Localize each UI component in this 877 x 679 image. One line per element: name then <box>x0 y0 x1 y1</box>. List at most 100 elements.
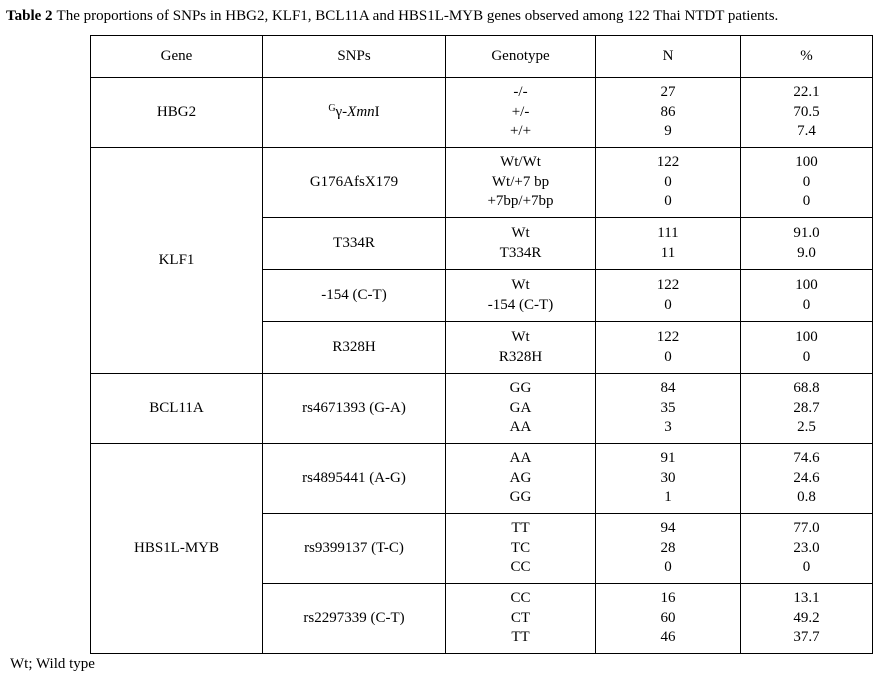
percent: 13.1 <box>793 590 820 607</box>
count: 11 <box>660 244 676 261</box>
snp-cell: T334R <box>262 217 446 270</box>
footnote: Wt; Wild type <box>10 656 95 672</box>
table: Gene SNPs Genotype N% HBG2 Gγ-XmnI -/- +/- +/+ 2… <box>90 35 873 654</box>
snp-cell: rs9399137 (T-C) <box>262 513 446 584</box>
percent: 100 <box>795 154 818 171</box>
snp-name-part: γ- <box>335 103 348 120</box>
genotype-cell: Wt T334R <box>445 217 596 270</box>
column-header: N <box>595 35 741 78</box>
genotype: Wt <box>511 329 530 345</box>
snp-name-part: I <box>374 103 380 120</box>
percent: 0.8 <box>797 489 816 506</box>
gene-cell: HBS1L-MYB <box>90 443 263 654</box>
count: 30 <box>660 469 676 486</box>
column-header: % <box>740 35 873 78</box>
genotype: GG <box>509 489 532 506</box>
percent: 100 <box>795 329 818 345</box>
percent-cell: 68.8 28.7 2.5 <box>740 373 873 444</box>
count: 27 <box>660 84 676 101</box>
percent: 0 <box>802 193 811 210</box>
count: 9 <box>664 123 672 140</box>
count-cell: 122 0 <box>595 321 741 374</box>
percent: 2.5 <box>797 419 816 436</box>
count-cell: 111 11 <box>595 217 741 270</box>
genotype-cell: Wt R328H <box>445 321 596 374</box>
percent: 37.7 <box>793 629 820 646</box>
count: 122 <box>656 329 680 345</box>
percent: 22.1 <box>793 84 820 101</box>
genotype: +/- <box>511 103 530 120</box>
caption-label: Table 2 <box>6 8 53 24</box>
gene-cell: BCL11A <box>90 373 263 444</box>
percent: 0 <box>802 173 811 190</box>
percent-cell: 74.6 24.6 0.8 <box>740 443 873 514</box>
count-cell: 84 35 3 <box>595 373 741 444</box>
percent: 7.4 <box>797 123 816 140</box>
percent: 49.2 <box>793 609 820 626</box>
count: 28 <box>660 539 676 556</box>
count: 84 <box>660 380 676 397</box>
percent-cell: 100 0 <box>740 321 873 374</box>
count-cell: 122 0 0 <box>595 147 741 218</box>
column-header: Genotype <box>445 35 596 78</box>
percent-cell: 77.0 23.0 0 <box>740 513 873 584</box>
snp-cell: Gγ-XmnI <box>262 77 446 148</box>
count-cell: 16 60 46 <box>595 583 741 654</box>
percent-cell: 100 0 <box>740 269 873 322</box>
gene-cell: HBG2 <box>90 77 263 148</box>
column-header: Gene <box>90 35 263 78</box>
caption: Table 2 The proportions of SNPs in HBG2, … <box>6 8 778 25</box>
count: 122 <box>656 277 680 293</box>
count-cell: 91 30 1 <box>595 443 741 514</box>
percent: 77.0 <box>793 520 820 537</box>
genotype: -/- <box>513 84 528 101</box>
genotype: T334R <box>499 244 542 261</box>
column-header: SNPs <box>262 35 446 78</box>
percent: 24.6 <box>793 469 820 486</box>
percent: 23.0 <box>793 539 820 556</box>
genotype: +7bp/+7bp <box>487 193 554 210</box>
row: rs2297339 (C-T) CC CT TT 16 60 46 13.1 49.2 37.7 <box>91 583 873 654</box>
genotype-cell: TT TC CC <box>445 513 596 584</box>
genotype: CC <box>510 590 531 607</box>
genotype-cell: Wt -154 (C-T) <box>445 269 596 322</box>
gene-cell: KLF1 <box>90 147 263 374</box>
table-body: HBG2 Gγ-XmnI -/- +/- +/+ 27 86 9 22.1 70.5 7.4 KLF1… <box>90 77 873 654</box>
percent: 70.5 <box>793 103 820 120</box>
genotype-cell: GG GA AA <box>445 373 596 444</box>
percent-cell: 100 0 0 <box>740 147 873 218</box>
row: -154 (C-T) Wt -154 (C-T) 122 0 100 0 <box>91 269 873 322</box>
genotype: +/+ <box>509 123 532 140</box>
genotype-cell: -/- +/- +/+ <box>445 77 596 148</box>
count: 16 <box>660 590 676 607</box>
percent-cell: 22.1 70.5 7.4 <box>740 77 873 148</box>
genotype: Wt/+7 bp <box>491 173 550 190</box>
genotype: CT <box>510 609 531 626</box>
snp-cell: G176AfsX179 <box>262 147 446 218</box>
snp-cell: rs4671393 (G-A) <box>262 373 446 444</box>
genotype-cell: AA AG GG <box>445 443 596 514</box>
genotype: Wt <box>511 225 530 241</box>
percent: 9.0 <box>797 244 816 261</box>
count: 122 <box>656 154 680 171</box>
percent-cell: 91.0 9.0 <box>740 217 873 270</box>
row: T334R Wt T334R 111 11 91.0 9.0 <box>91 217 873 270</box>
row: R328H Wt R328H 122 0 100 0 <box>91 321 873 374</box>
genotype: Wt/Wt <box>500 154 541 171</box>
genotype: Wt <box>511 277 530 293</box>
genotype: TC <box>510 539 531 556</box>
count: 1 <box>664 489 672 506</box>
snp-cell: rs4895441 (A-G) <box>262 443 446 514</box>
count: 3 <box>664 419 672 436</box>
count: 0 <box>664 559 672 576</box>
row: KLF1 G176AfsX179 Wt/Wt Wt/+7 bp +7bp/+7bp 122… <box>90 147 873 374</box>
snp-cell: -154 (C-T) <box>262 269 446 322</box>
percent: 28.7 <box>793 399 820 416</box>
count-cell: 94 28 0 <box>595 513 741 584</box>
genotype: TT <box>511 520 530 537</box>
count: 91 <box>660 450 676 467</box>
genotype: AA <box>509 419 532 436</box>
snp-name-part: G <box>328 102 336 114</box>
genotype: GA <box>509 399 532 416</box>
